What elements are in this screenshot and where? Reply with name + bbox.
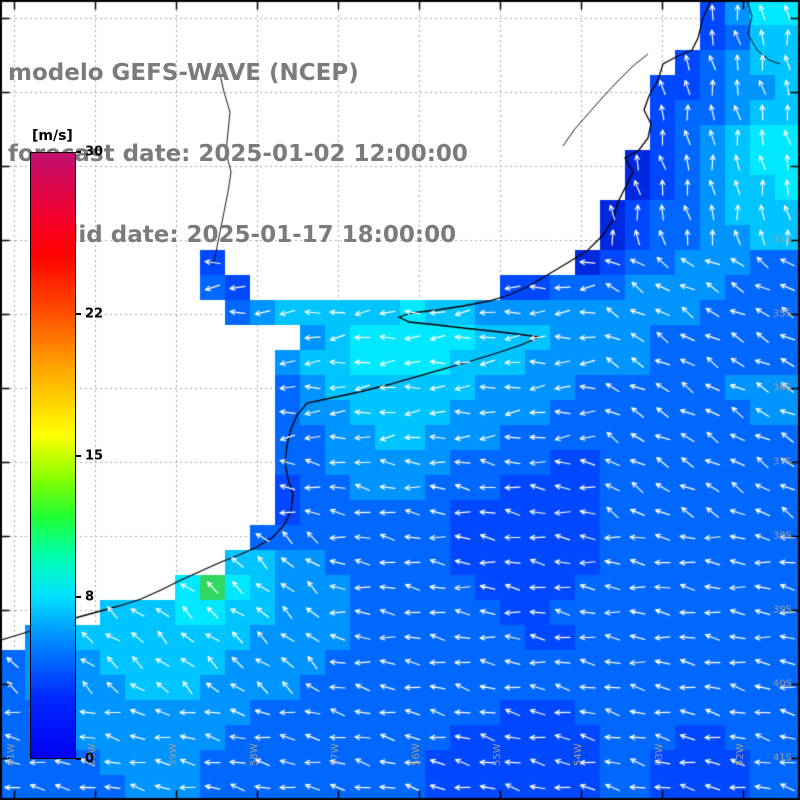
forecast-date: forecast date: 2025-01-02 12:00:00 <box>8 141 468 167</box>
latitude-label: 37S <box>772 456 792 468</box>
colorbar-tick-mark <box>76 596 81 599</box>
colorbar-tick-label: 8 <box>85 589 95 605</box>
colorbar-tick-mark <box>76 312 81 315</box>
colorbar-unit-label: [m/s] <box>32 128 73 144</box>
longitude-label: 52W <box>735 743 746 766</box>
colorbar-tick-mark <box>76 454 81 457</box>
longitude-label: 57W <box>330 743 341 766</box>
colorbar-tick-label: 30 <box>85 144 104 160</box>
longitude-label: 55W <box>492 743 503 766</box>
chart-header: modelo GEFS-WAVE (NCEP) forecast date: 2… <box>8 6 468 303</box>
colorbar-tick-mark <box>76 151 81 153</box>
colorbar-body: 30 22 15 8 0 <box>30 145 103 767</box>
colorbar-tick-label: 15 <box>85 448 104 463</box>
model-title: modelo GEFS-WAVE (NCEP) <box>8 60 359 86</box>
latitude-label: 36S <box>772 382 792 394</box>
latitude-label: 40S <box>772 678 792 690</box>
longitude-label: 59W <box>168 743 179 766</box>
longitude-label: 54W <box>573 743 584 766</box>
colorbar-tick-label: 0 <box>85 751 95 767</box>
longitude-label: 53W <box>654 743 665 766</box>
longitude-label: 61W <box>6 743 17 766</box>
latitude-label: 35S <box>772 308 792 320</box>
longitude-label: 58W <box>249 743 260 766</box>
valid-date: valid date: 2025-01-17 18:00:00 <box>40 222 457 248</box>
latitude-label: 38S <box>772 530 792 542</box>
colorbar-gradient <box>30 152 76 759</box>
colorbar-tick-mark <box>76 758 81 760</box>
longitude-label: 56W <box>411 743 422 766</box>
colorbar-tick-label: 22 <box>85 306 104 322</box>
latitude-label: 39S <box>772 604 792 616</box>
latitude-label: 41S <box>772 752 792 764</box>
colorbar: [m/s] 30 22 15 8 0 <box>30 128 103 767</box>
latitude-label: 34S <box>772 234 792 246</box>
